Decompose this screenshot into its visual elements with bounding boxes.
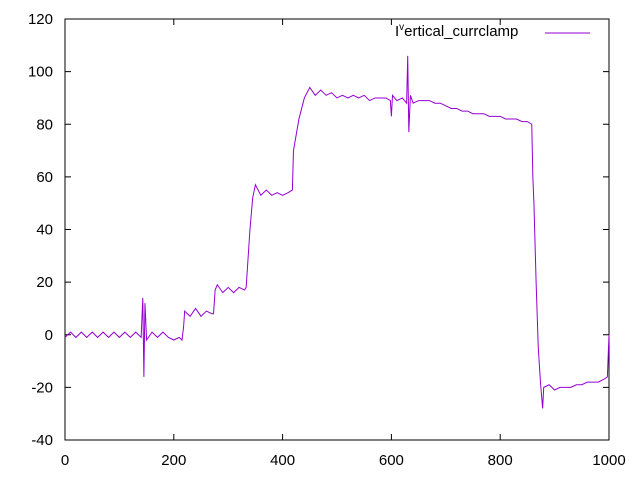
y-tick-label: 40 [36,222,53,239]
x-tick-label: 1000 [592,452,625,469]
y-tick-label: 80 [36,116,53,133]
y-tick-label: 100 [28,64,53,81]
legend-text-main: I [395,23,400,40]
x-tick-label: 200 [161,452,186,469]
x-tick-label: 600 [379,452,404,469]
legend-text-sup: v [399,22,405,33]
plot-frame [64,18,610,441]
series-line [64,55,610,409]
y-tick-label: 0 [45,327,53,344]
y-tick-label: -20 [31,379,53,396]
y-tick-label: -40 [31,432,53,449]
x-tick-label: 800 [488,452,513,469]
y-tick-label: 120 [28,11,53,28]
y-tick-label: 20 [36,274,53,291]
y-tick-label: 60 [36,169,53,186]
legend-label: Ivertical_currclamp [395,22,518,40]
x-tick-label: 0 [61,452,69,469]
x-tick-label: 400 [270,452,295,469]
legend-text-rest: ertical_currclamp [404,23,519,40]
